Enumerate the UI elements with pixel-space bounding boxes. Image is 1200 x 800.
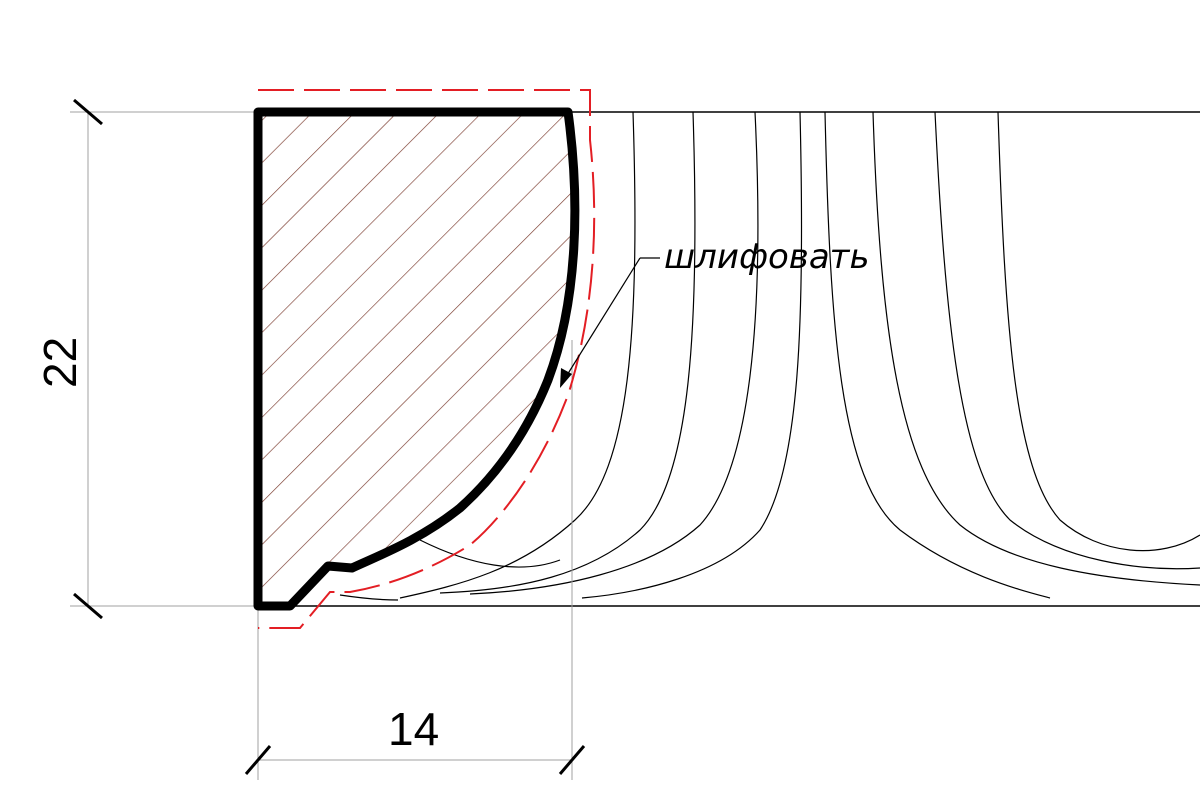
leader-diagonal <box>563 257 641 381</box>
board-edges <box>258 111 1200 607</box>
grain-line <box>439 111 696 594</box>
sanding-allowance-line <box>258 89 596 629</box>
wood-grain <box>339 111 1200 601</box>
tick-top <box>73 98 103 126</box>
dimension-lines <box>70 111 573 780</box>
grain-line <box>419 539 561 568</box>
annotation-note: шлифовать <box>664 237 870 277</box>
grain-line <box>824 111 1051 599</box>
grain-line <box>934 111 1200 570</box>
grain-line <box>997 111 1200 552</box>
profile-section-hatch <box>258 112 575 606</box>
grain-line <box>581 111 803 599</box>
dimension-ticks <box>73 98 586 775</box>
annotation-leader <box>560 257 660 388</box>
dimension-height-label: 22 <box>34 337 86 388</box>
grain-line <box>469 111 759 595</box>
leader-arrowhead <box>560 368 572 388</box>
tick-right <box>558 745 586 775</box>
grain-line <box>339 594 399 601</box>
tick-left <box>244 745 272 775</box>
dimension-width-label: 14 <box>388 703 439 755</box>
tick-bottom <box>73 592 103 620</box>
grain-line <box>399 111 636 599</box>
profile-outline <box>253 107 580 611</box>
grain-line <box>872 111 1200 586</box>
